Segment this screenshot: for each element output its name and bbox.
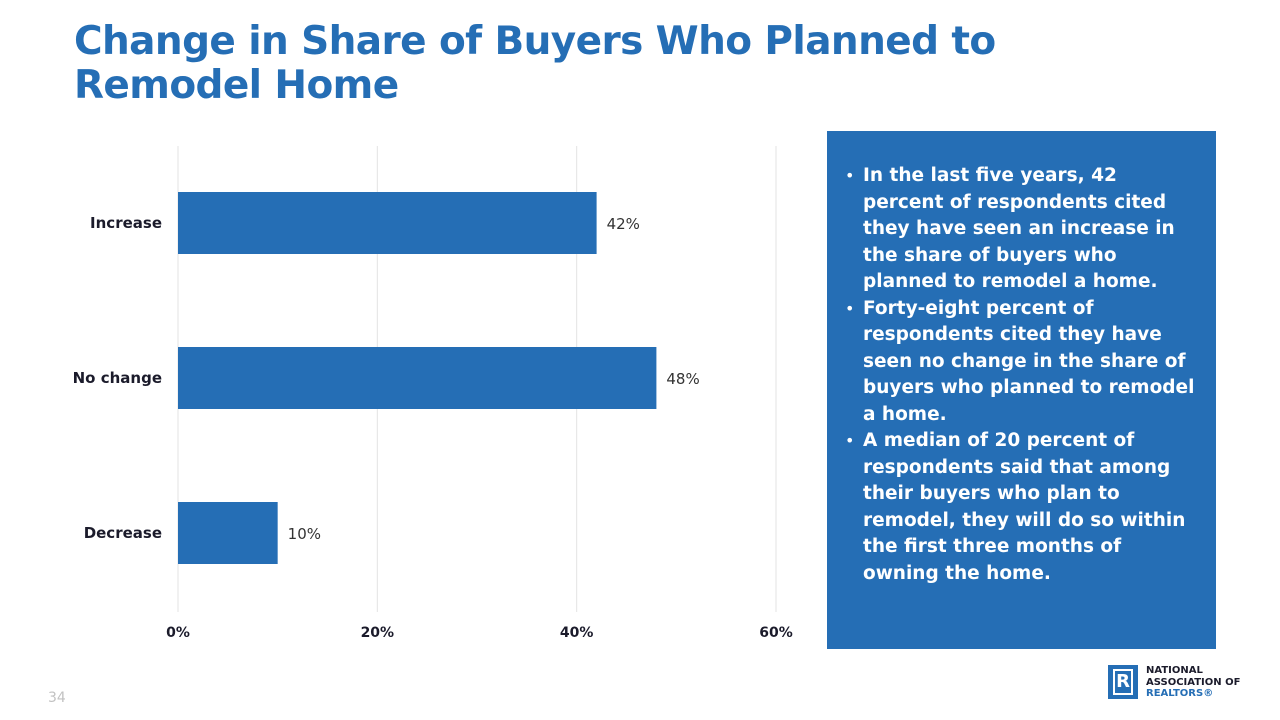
info-box: In the last five years, 42 percent of re… xyxy=(827,131,1216,649)
bar-chart: 0% 20% 40% 60% Increase 42% No change 48% Decrea… xyxy=(73,146,793,641)
bar xyxy=(178,502,278,564)
data-label: 42% xyxy=(607,215,640,233)
x-tick-label: 0% xyxy=(166,625,190,641)
x-tick-label: 20% xyxy=(361,625,395,641)
category-label: Increase xyxy=(90,214,162,232)
info-bullet: Forty-eight percent of respondents cited… xyxy=(845,296,1200,429)
nar-logo: R NATIONAL ASSOCIATION OF REALTORS® xyxy=(1108,664,1258,702)
data-label: 10% xyxy=(288,525,321,543)
category-label: No change xyxy=(73,369,162,387)
page-number: 34 xyxy=(48,690,66,706)
category-label: Decrease xyxy=(84,524,162,542)
info-bullet: A median of 20 percent of respondents sa… xyxy=(845,428,1200,587)
x-tick-label: 40% xyxy=(560,625,594,641)
logo-text: NATIONAL ASSOCIATION OF REALTORS® xyxy=(1146,665,1241,699)
slide-title: Change in Share of Buyers Who Planned to… xyxy=(74,19,996,108)
data-label: 48% xyxy=(666,370,699,388)
bar xyxy=(178,192,597,254)
info-bullet: In the last five years, 42 percent of re… xyxy=(845,163,1200,296)
realtor-r-icon: R xyxy=(1108,665,1138,699)
bar xyxy=(178,347,657,409)
info-bullet-list: In the last five years, 42 percent of re… xyxy=(845,163,1200,587)
x-tick-label: 60% xyxy=(759,625,793,641)
